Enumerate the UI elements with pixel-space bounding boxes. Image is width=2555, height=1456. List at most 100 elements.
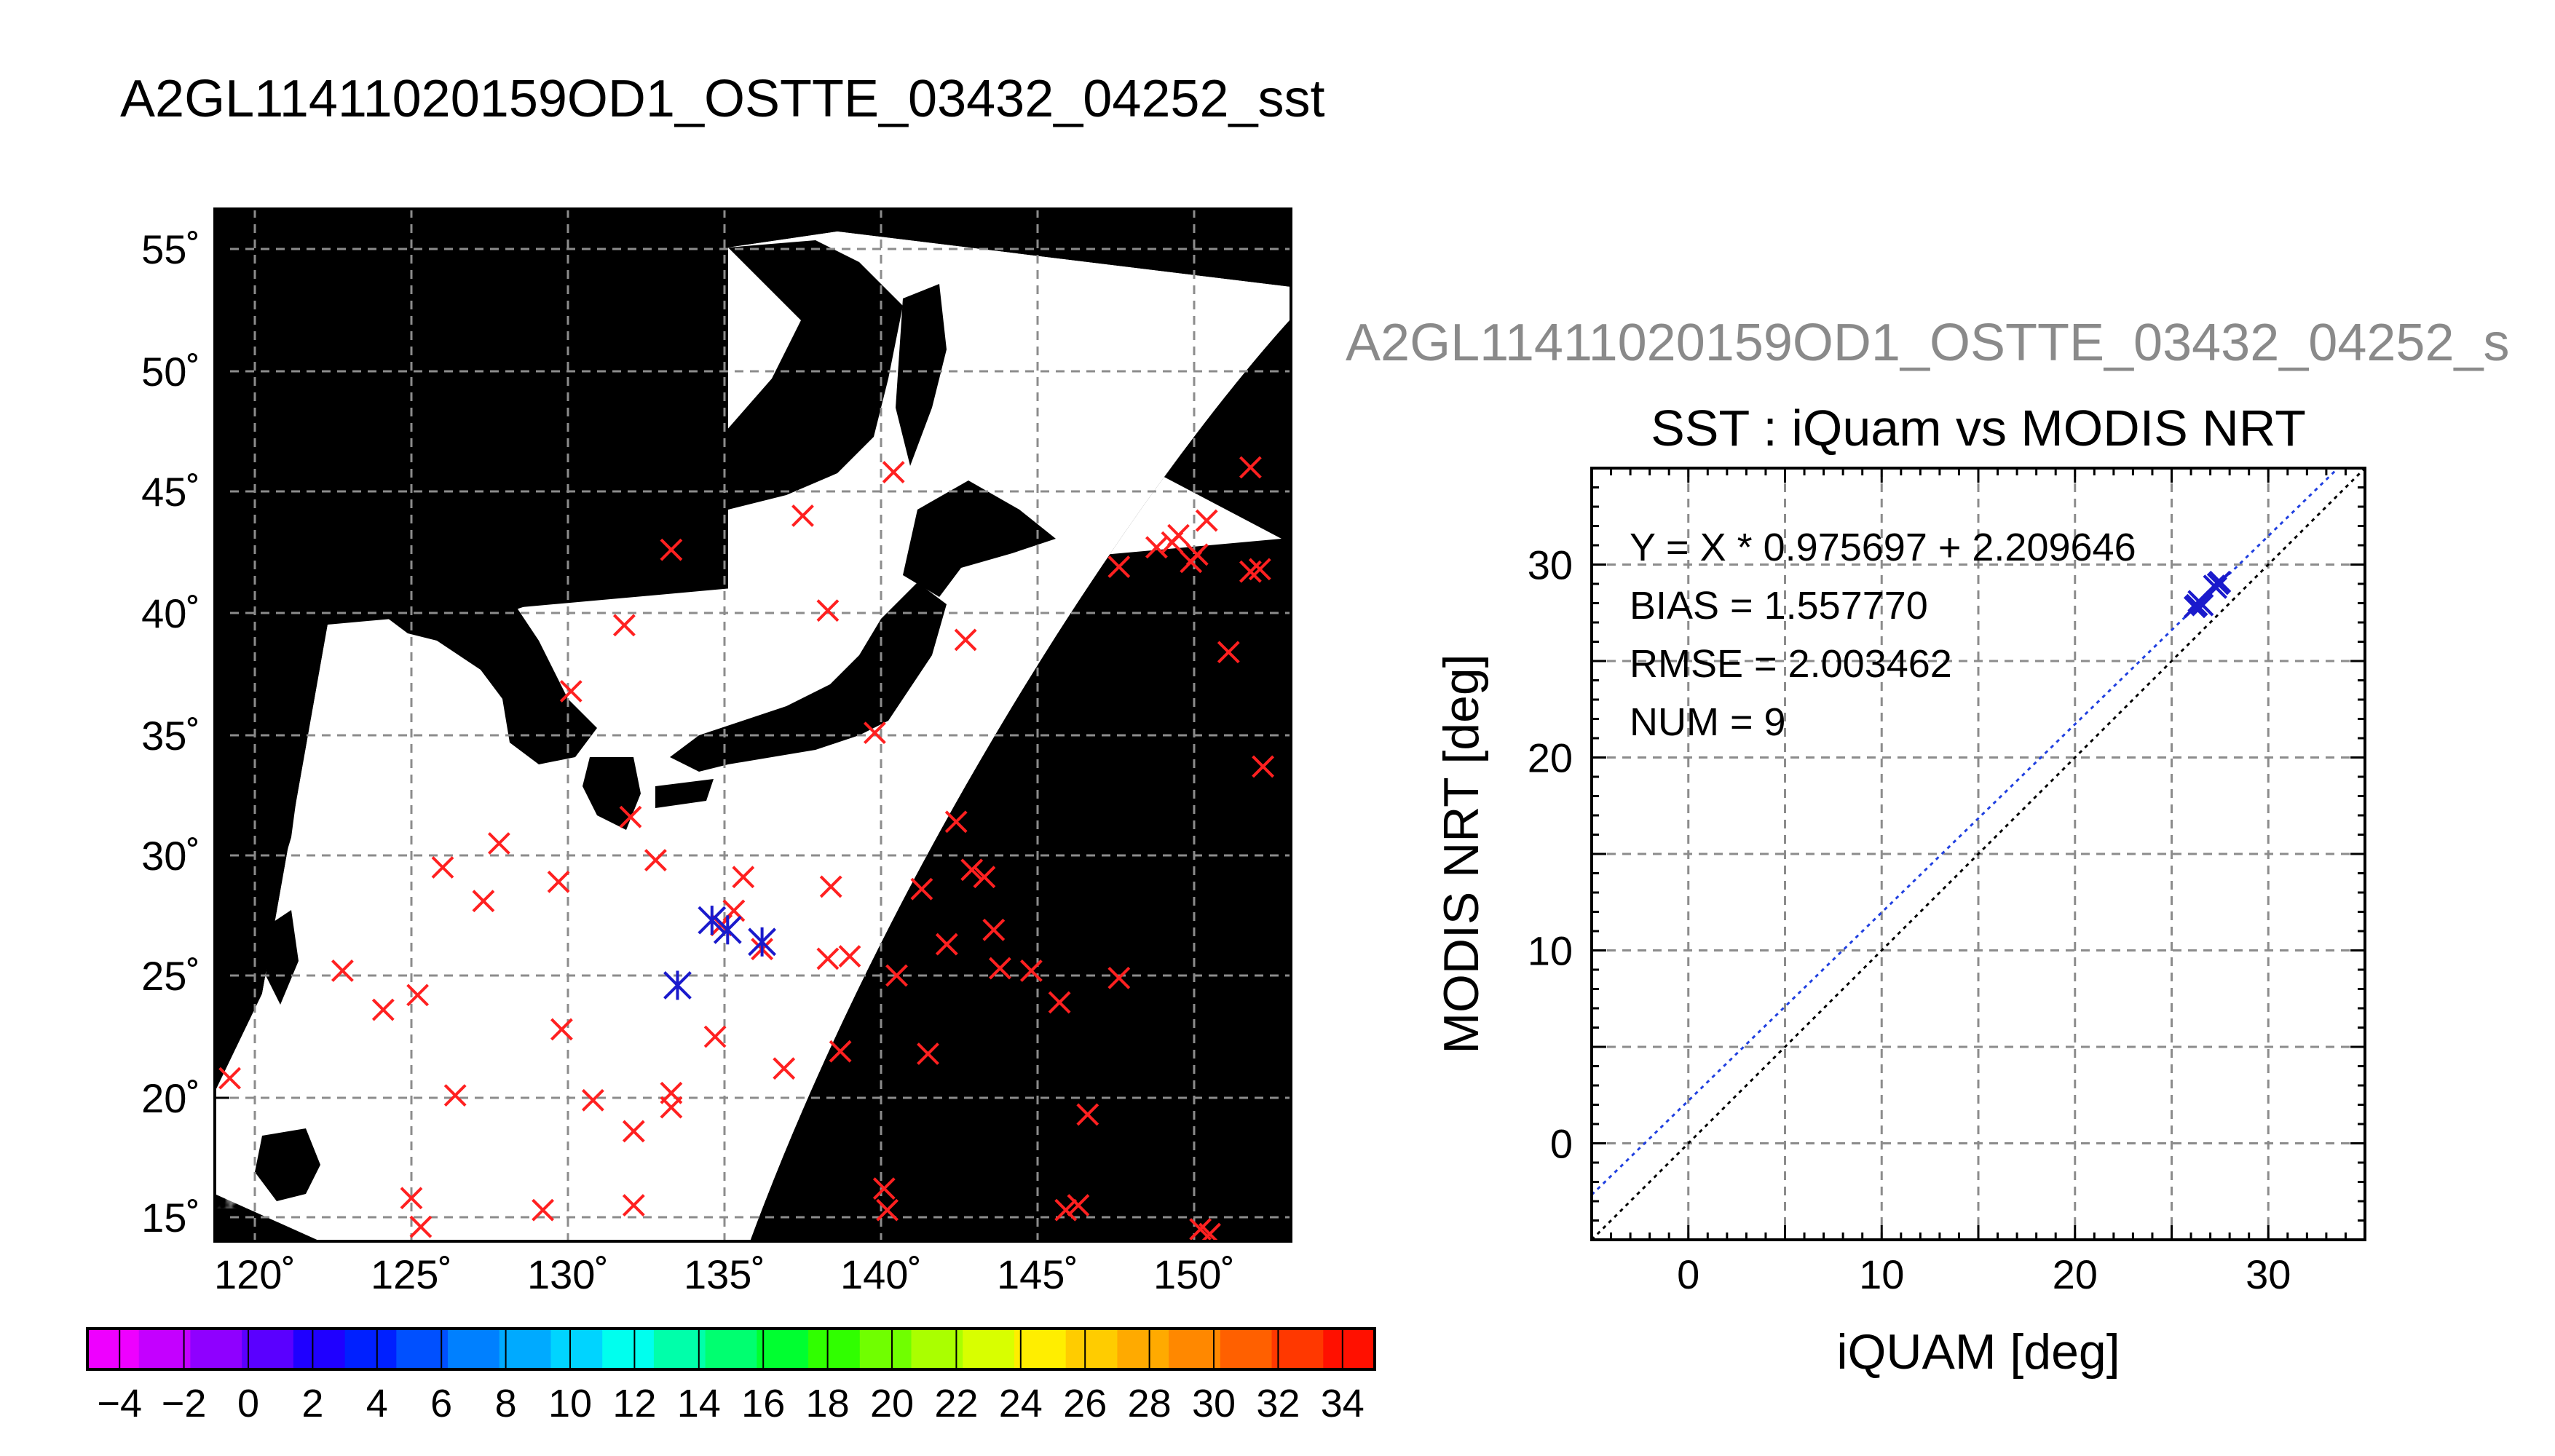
data-point [2208, 570, 2232, 593]
stat-line: NUM = 9 [1630, 700, 1786, 744]
lon-tick-label: 125˚ [371, 1251, 452, 1297]
colorbar-cell [550, 1329, 603, 1369]
insitu-marker [622, 1120, 645, 1143]
insitu-marker [773, 1057, 796, 1080]
insitu-marker [622, 1194, 645, 1217]
colorbar-label: 10 [548, 1382, 592, 1425]
colorbar-label: 18 [806, 1382, 850, 1425]
colorbar-label: 22 [934, 1382, 978, 1425]
insitu-marker [829, 1040, 852, 1063]
insitu-marker [1217, 641, 1240, 664]
colorbar-label: 24 [999, 1382, 1043, 1425]
lon-tick-label: 120˚ [214, 1251, 296, 1297]
lat-tick-label: 45˚ [141, 469, 200, 515]
scatter-points [2183, 570, 2232, 619]
insitu-marker [409, 1215, 433, 1238]
insitu-marker [819, 875, 842, 898]
y-tick-label: 0 [1550, 1121, 1573, 1167]
insitu-marker [612, 614, 636, 637]
insitu-marker [1019, 959, 1043, 982]
x-tick-label: 0 [1677, 1251, 1699, 1297]
insitu-marker [973, 866, 996, 889]
insitu-marker [791, 504, 814, 527]
scatter-minor-ticks [1590, 467, 2366, 1241]
y-tick-label: 10 [1528, 928, 1573, 974]
colorbar-cell [911, 1329, 964, 1369]
insitu-marker [1195, 509, 1218, 532]
stat-line: RMSE = 2.003462 [1630, 642, 1952, 686]
lon-tick-label: 150˚ [1153, 1251, 1235, 1297]
colorbar-label: 34 [1321, 1382, 1365, 1425]
map-graticule [215, 209, 1291, 1241]
insitu-marker [550, 1018, 573, 1041]
insitu-marker [944, 810, 968, 834]
colorbar-cell [653, 1329, 706, 1369]
colorbar: −4 −2 0 2 4 6 8 10 12 14 16 18 20 22 24 26 28 30 32 34 [86, 1327, 1376, 1425]
insitu-marker [876, 1198, 899, 1222]
colorbar-label: 30 [1192, 1382, 1236, 1425]
x-tick-label: 10 [1859, 1251, 1904, 1297]
insitu-marker [1048, 991, 1071, 1014]
matchup-marker [698, 906, 727, 935]
colorbar-cell [1117, 1329, 1169, 1369]
data-point [2191, 593, 2214, 617]
insitu-marker [644, 849, 667, 872]
insitu-marker [660, 538, 683, 561]
insitu-marker [872, 1177, 896, 1200]
colorbar-label: 14 [677, 1382, 721, 1425]
land [215, 240, 1056, 1201]
insitu-marker [1076, 1103, 1099, 1126]
lon-tick-label: 130˚ [527, 1251, 609, 1297]
insitu-marker [1145, 536, 1168, 559]
colorbar-label: 4 [366, 1382, 388, 1425]
insitu-marker [581, 1088, 604, 1112]
colorbar-label: 32 [1256, 1382, 1300, 1425]
lat-tick-label: 50˚ [141, 349, 200, 395]
insitu-marker [400, 1187, 423, 1210]
colorbar-frame [86, 1327, 1376, 1371]
colorbar-cell [705, 1329, 758, 1369]
insitu-marker [660, 1096, 683, 1119]
colorbar-cell [1065, 1329, 1118, 1369]
matchup-marker [663, 970, 692, 1000]
insitu-marker [816, 599, 840, 622]
insitu-marker [1252, 755, 1275, 778]
colorbar-cell [757, 1329, 809, 1369]
lat-tick-label: 55˚ [141, 226, 200, 272]
scatter-plot: SST : iQuam vs MODIS NRT 0 10 20 300102030 … [1434, 400, 2366, 1380]
insitu-marker [816, 947, 840, 970]
colorbar-labels: −4 −2 0 2 4 6 8 10 12 14 16 18 20 22 24 26 28 30 32 34 [97, 1329, 1365, 1425]
colorbar-label: 2 [301, 1382, 323, 1425]
insitu-marker [1067, 1194, 1090, 1217]
colorbar-label: 12 [612, 1382, 656, 1425]
y-axis-title: MODIS NRT [deg] [1434, 654, 1489, 1053]
insitu-marker [732, 866, 755, 889]
colorbar-cell [1323, 1329, 1375, 1369]
insitu-marker [1248, 558, 1271, 581]
insitu-marker [988, 957, 1011, 980]
colorbar-cell [448, 1329, 500, 1369]
insitu-marker [547, 870, 570, 893]
y-tick-label: 30 [1528, 542, 1573, 588]
colorbar-cell [1220, 1329, 1273, 1369]
insitu-marker [532, 1198, 555, 1222]
insitu-marker [882, 461, 905, 484]
colorbar-cell [499, 1329, 552, 1369]
colorbar-cell [87, 1329, 140, 1369]
insitu-marker [838, 945, 861, 968]
insitu-marker [703, 1025, 727, 1048]
stat-line: BIAS = 1.557770 [1630, 584, 1928, 628]
colorbar-cell [859, 1329, 912, 1369]
lat-tick-label: 35˚ [141, 713, 200, 759]
insitu-marker [218, 1067, 242, 1090]
lon-tick-label: 145˚ [997, 1251, 1078, 1297]
lat-tick-label: 25˚ [141, 953, 200, 999]
insitu-marker [960, 858, 984, 882]
insitu-marker [1054, 1198, 1078, 1222]
colorbar-label: 16 [741, 1382, 785, 1425]
insitu-marker [331, 959, 354, 982]
insitu-marker [1185, 543, 1209, 566]
sst-map: 55˚ 50˚ 45˚ 40˚ 35˚ 30˚ 25˚ 20˚ 15˚ 120˚ 125˚ 130˚ 1… [141, 207, 1292, 1297]
insitu-marker [935, 933, 958, 956]
